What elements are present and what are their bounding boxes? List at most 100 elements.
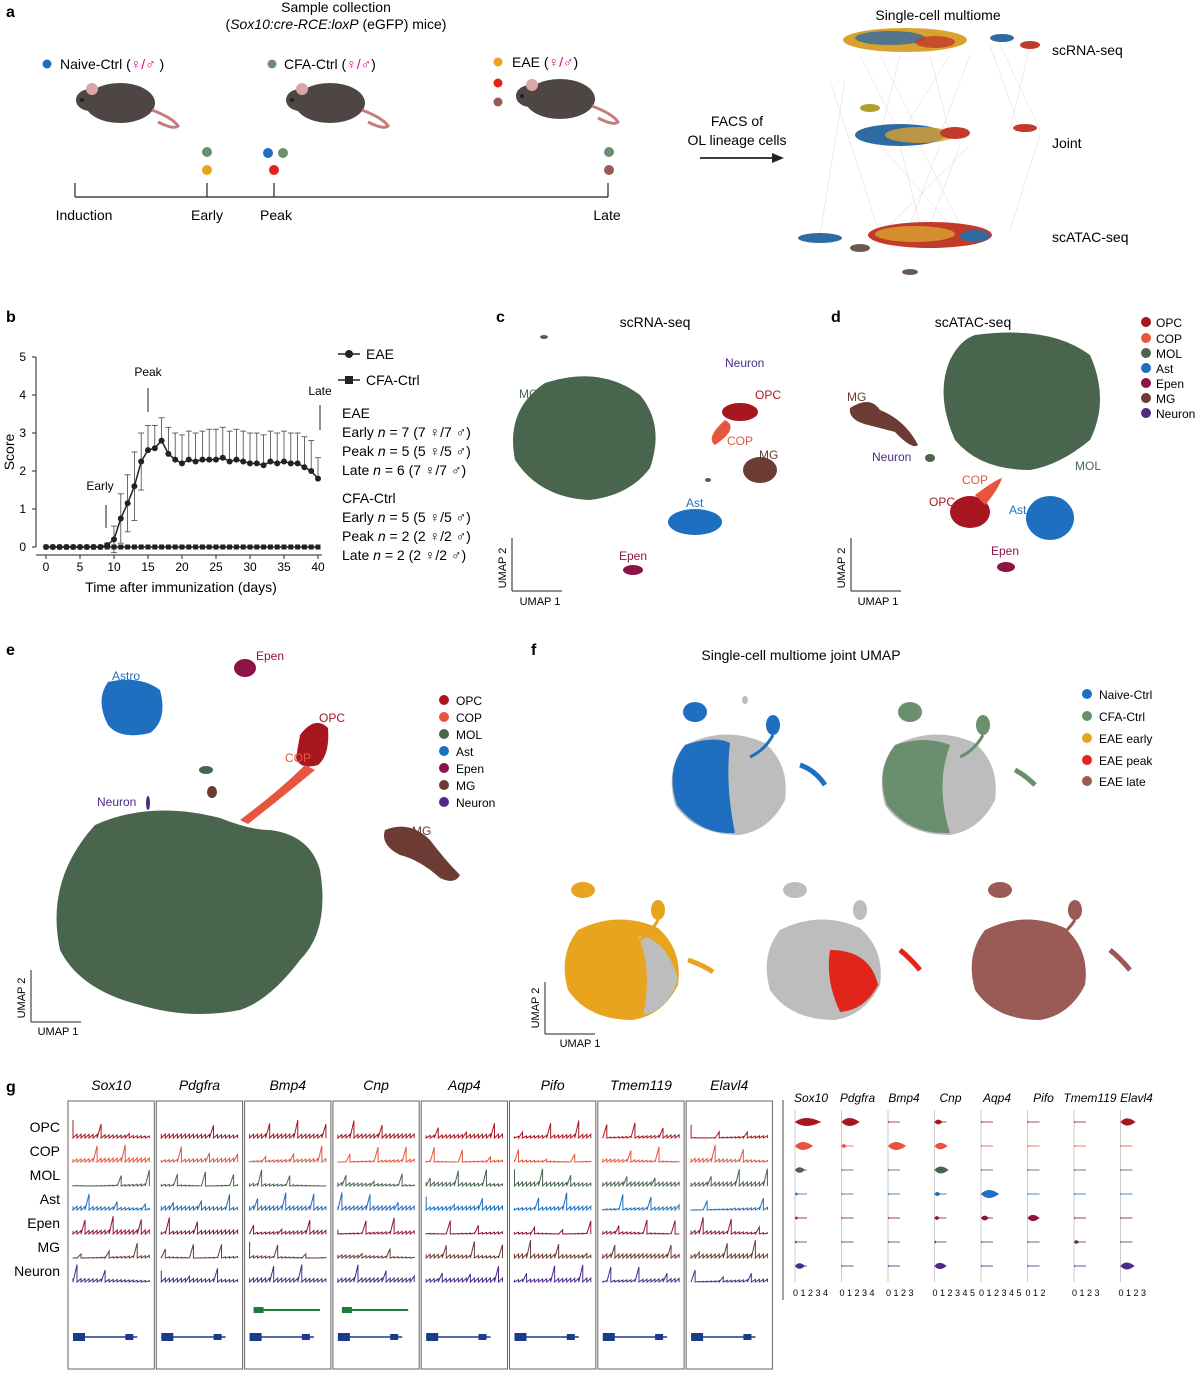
track-box [332,1100,420,1370]
data-point-eae [240,458,247,465]
data-point-eae [145,447,151,454]
coverage-track [514,1264,592,1284]
umap-axes [30,970,81,1023]
coverage-track [690,1217,768,1236]
panel-a-letter: a [6,4,15,21]
score-chart-axes: 0 1 2 3 4 5 0 5 10 15 20 25 30 35 40 [19,350,325,574]
gene-header: Tmem119 [610,1077,672,1093]
legend-label: EAE late [1099,775,1146,789]
eae-late-dot-icon [493,97,503,107]
data-point-eae [267,458,274,465]
row-label: Ast [40,1191,60,1207]
coverage-track [425,1220,503,1235]
gene-model-exon [602,1333,615,1341]
panel-g-letter: g [6,1079,16,1096]
coverage-tracks [67,1100,773,1370]
data-point-eae [90,544,97,550]
data-point-eae [287,460,294,467]
data-point-eae [111,536,117,543]
arrow-head-icon [772,153,784,163]
violin-tick-labels: 0 1 2 [1026,1288,1046,1298]
gene-model-exon [514,1333,527,1341]
row-label: Epen [27,1215,60,1231]
violin-tick-labels: 0 1 2 3 4 [793,1288,828,1298]
data-point-cfa [233,544,239,550]
data-point-eae [213,456,219,463]
panel-g: g Sox10 Pdgfra Bmp4 Cnp Aqp4 Pifo Tmem119 Elavl… [6,1077,1153,1370]
data-point-eae [70,544,77,550]
track-box [597,1100,685,1370]
y-tick-label: 2 [19,464,26,478]
mini-umap-peak [766,882,922,1020]
gene-model-exon [125,1334,134,1340]
data-point-cfa [240,544,246,550]
data-point-eae [77,544,83,550]
y-tick-label: 0 [19,540,26,554]
panel-a: a Sample collection (Sox10:cre-RCE:loxP … [6,0,1129,275]
gene-model-exon [341,1307,352,1313]
legend-dot-icon [439,746,449,756]
gene-header: Aqp4 [447,1077,481,1093]
umap1-label: UMAP 1 [520,596,561,608]
legend-cfa: CFA-Ctrl [366,372,420,388]
legend-label: OPC [456,694,482,708]
umap2-label: UMAP 2 [530,988,542,1029]
gene-header: Cnp [363,1077,389,1093]
cluster-label-epen: Epen [991,544,1019,558]
data-point-eae [138,458,145,465]
panel-d: d scATAC-seq MG Neuron MOL COP OPC Ast E… [831,309,1195,608]
legend-label: MG [456,779,475,793]
data-point-eae [206,456,213,463]
data-point-cfa [159,544,165,550]
track-box [685,1100,773,1370]
mini-umap-naive [671,696,828,835]
x-tick-label: 15 [141,560,155,574]
gene-header: Bmp4 [269,1077,306,1093]
row-label: MOL [30,1167,61,1183]
eae-dot-icon [493,57,503,67]
panel-c: c scRNA-seq MOL Neuron OPC COP MG Ast Ep… [496,309,781,608]
cluster-label-epen: Epen [256,649,284,663]
data-point-eae [104,542,111,549]
legend-dot-icon [1141,363,1151,373]
multiome-illustration [798,28,1041,275]
legend-label: OPC [1156,316,1182,330]
coverage-track [72,1216,150,1236]
legend-label: Naive-Ctrl [1099,688,1152,702]
mini-umap-cfa [881,702,1037,835]
data-point-eae [49,544,56,550]
naive-dot-icon [42,59,52,69]
data-point-eae [172,456,179,463]
data-point-eae [124,500,131,507]
cluster-label-mg: MG [847,390,866,404]
data-point-cfa [301,544,307,550]
coverage-track [72,1120,150,1140]
mouse-icon [76,83,180,129]
coverage-track [249,1241,327,1260]
legend-dot-icon [1082,689,1092,699]
cfa-row: Early n = 5 (5 ♀/5 ♂) [342,509,471,525]
legend-dot-icon [439,797,449,807]
x-tick-label: 30 [243,560,257,574]
y-tick-label: 4 [19,388,26,402]
cluster-label-mol: MOL [256,842,282,856]
row-label: MG [37,1239,60,1255]
coverage-track [72,1169,150,1187]
coverage-track [425,1241,503,1260]
gene-model-exon [478,1334,487,1340]
legend-label: MG [1156,392,1175,406]
track-box [420,1100,509,1370]
data-point-cfa [288,544,294,550]
panel-e: e Astro Epen OPC COP Neuron MOL MG UMAP … [6,642,495,1038]
coverage-track [425,1265,503,1284]
cluster-label-mg: MG [759,448,778,462]
y-tick-label: 1 [19,502,26,516]
panel-d-letter: d [831,309,841,326]
timeline-dot [269,165,279,175]
eae-row: Peak n = 5 (5 ♀/5 ♂) [342,443,471,459]
celltype-legend: OPC COP MOL Ast Epen MG Neuron [1141,316,1195,421]
legend-dot-icon [1082,776,1092,786]
panel-f-letter: f [531,642,537,659]
data-point-eae [151,445,158,452]
data-point-cfa [206,544,212,550]
